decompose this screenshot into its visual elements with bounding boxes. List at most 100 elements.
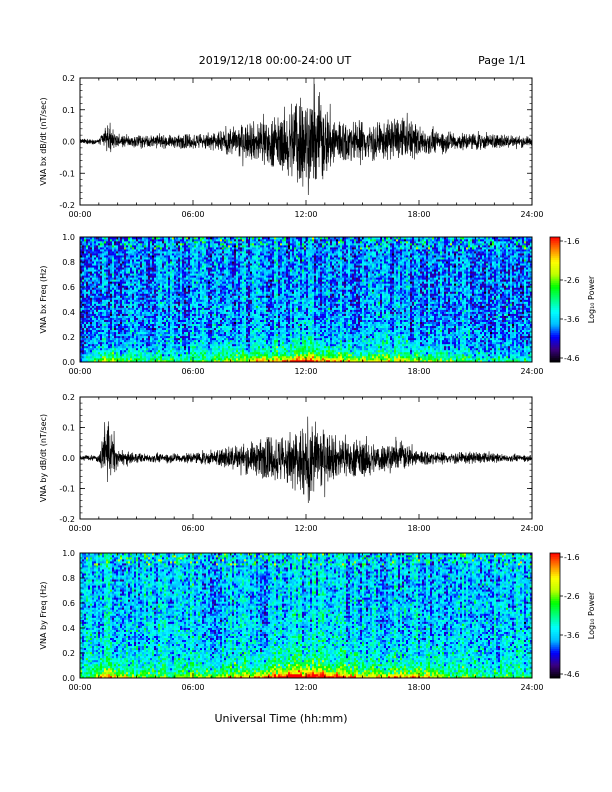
spectrogram-cell — [190, 295, 192, 297]
spectrogram-cell — [104, 338, 106, 340]
spectrogram-cell — [184, 344, 186, 346]
spectrogram-cell — [222, 285, 224, 287]
spectrogram-cell — [208, 308, 210, 310]
spectrogram-cell — [154, 306, 156, 308]
spectrogram-cell — [206, 328, 208, 330]
spectrogram-cell — [130, 283, 132, 285]
spectrogram-cell — [110, 354, 112, 356]
spectrogram-cell — [86, 340, 88, 342]
spectrogram-cell — [106, 344, 108, 346]
spectrogram-cell — [212, 350, 214, 352]
spectrogram-cell — [164, 287, 166, 289]
spectrogram-cell — [104, 324, 106, 326]
spectrogram-cell — [182, 295, 184, 297]
spectrogram-cell — [100, 291, 102, 293]
spectrogram-cell — [116, 241, 118, 243]
spectrogram-cell — [84, 243, 86, 245]
spectrogram-cell — [110, 253, 112, 255]
spectrogram-cell — [156, 251, 158, 253]
spectrogram-cell — [220, 348, 222, 350]
spectrogram-cell — [160, 257, 162, 259]
spectrogram-cell — [194, 342, 196, 344]
spectrogram-cell — [156, 269, 158, 271]
spectrogram-cell — [184, 255, 186, 257]
spectrogram-cell — [92, 312, 94, 314]
spectrogram-cell — [138, 247, 140, 249]
spectrogram-cell — [234, 338, 236, 340]
spectrogram-cell — [184, 336, 186, 338]
spectrogram-cell — [128, 245, 130, 247]
spectrogram-cell — [118, 251, 120, 253]
spectrogram-cell — [192, 271, 194, 273]
spectrogram-cell — [142, 308, 144, 310]
spectrogram-cell — [158, 320, 160, 322]
spectrogram-cell — [110, 338, 112, 340]
spectrogram-cell — [206, 283, 208, 285]
spectrogram-cell — [90, 306, 92, 308]
spectrogram-cell — [230, 269, 232, 271]
spectrogram-cell — [188, 332, 190, 334]
spectrogram-cell — [158, 247, 160, 249]
spectrogram-cell — [168, 293, 170, 295]
spectrogram-cell — [144, 295, 146, 297]
x-tick-label: 18:00 — [407, 210, 430, 219]
spectrogram-cell — [160, 289, 162, 291]
spectrogram-cell — [192, 328, 194, 330]
spectrogram-cell — [198, 253, 200, 255]
spectrogram-cell — [198, 304, 200, 306]
spectrogram-cell — [226, 352, 228, 354]
spectrogram-cell — [84, 320, 86, 322]
spectrogram-cell — [106, 249, 108, 251]
spectrogram-cell — [92, 253, 94, 255]
spectrogram-cell — [188, 318, 190, 320]
spectrogram-cell — [110, 332, 112, 334]
spectrogram-cell — [88, 297, 90, 299]
spectrogram-cell — [120, 336, 122, 338]
spectrogram-cell — [216, 245, 218, 247]
spectrogram-cell — [230, 255, 232, 257]
spectrogram-cell — [112, 308, 114, 310]
spectrogram-cell — [168, 247, 170, 249]
spectrogram-cell — [98, 306, 100, 308]
spectrogram-cell — [158, 265, 160, 267]
spectrogram-cell — [188, 314, 190, 316]
spectrogram-cell — [186, 302, 188, 304]
spectrogram-cell — [122, 316, 124, 318]
spectrogram-cell — [134, 289, 136, 291]
spectrogram-cell — [162, 350, 164, 352]
spectrogram-cell — [104, 263, 106, 265]
spectrogram-cell — [98, 356, 100, 358]
spectrogram-cell — [180, 324, 182, 326]
spectrogram-cell — [164, 285, 166, 287]
spectrogram-cell — [92, 310, 94, 312]
spectrogram-cell — [204, 340, 206, 342]
spectrogram-cell — [168, 340, 170, 342]
spectrogram-cell — [118, 297, 120, 299]
spectrogram-cell — [102, 334, 104, 336]
spectrogram-cell — [142, 277, 144, 279]
spectrogram-cell — [122, 253, 124, 255]
spectrogram-cell — [150, 239, 152, 241]
spectrogram-cell — [216, 253, 218, 255]
spectrogram-cell — [234, 344, 236, 346]
spectrogram-cell — [134, 318, 136, 320]
spectrogram-cell — [108, 320, 110, 322]
spectrogram-cell — [98, 289, 100, 291]
spectrogram-cell — [90, 342, 92, 344]
spectrogram-cell — [144, 312, 146, 314]
spectrogram-cell — [88, 310, 90, 312]
spectrogram-cell — [198, 259, 200, 261]
spectrogram-cell — [130, 318, 132, 320]
spectrogram-cell — [232, 285, 234, 287]
spectrogram-cell — [146, 245, 148, 247]
spectrogram-cell — [210, 308, 212, 310]
spectrogram-cell — [132, 320, 134, 322]
spectrogram-cell — [208, 316, 210, 318]
spectrogram-cell — [210, 255, 212, 257]
spectrogram-cell — [208, 334, 210, 336]
spectrogram-cell — [214, 255, 216, 257]
spectrogram-cell — [146, 312, 148, 314]
spectrogram-cell — [202, 352, 204, 354]
spectrogram-cell — [182, 271, 184, 273]
spectrogram-cell — [190, 273, 192, 275]
